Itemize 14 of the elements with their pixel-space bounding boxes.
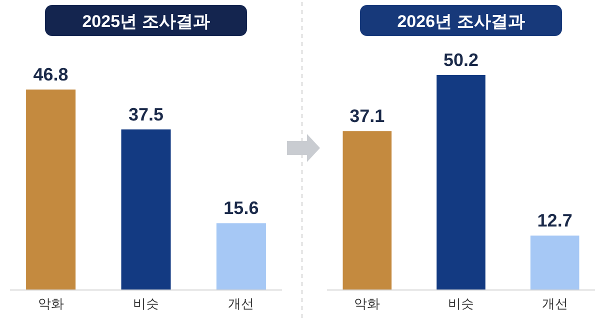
data-label: 37.1 (350, 106, 385, 126)
x-tick-label: 비슷 (133, 296, 159, 311)
x-tick-label: 개선 (542, 296, 568, 311)
data-label: 12.7 (537, 210, 572, 231)
chart-title: 2025년 조사결과 (82, 12, 210, 31)
x-tick-label: 개선 (228, 296, 254, 311)
data-label: 37.5 (128, 104, 164, 124)
chart-title: 2026년 조사결과 (397, 12, 525, 31)
data-label: 50.2 (443, 50, 479, 70)
data-label: 46.8 (33, 64, 68, 85)
x-tick-label: 비슷 (448, 296, 474, 311)
x-tick-label: 악화 (354, 296, 380, 311)
x-tick-label: 악화 (38, 296, 64, 311)
data-label: 15.6 (224, 198, 259, 218)
